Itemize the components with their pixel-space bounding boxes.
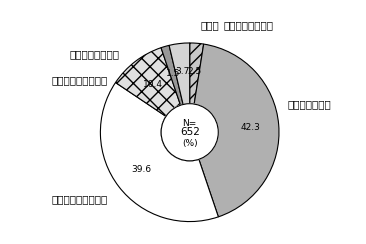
- Text: 2.5: 2.5: [187, 67, 202, 76]
- Wedge shape: [169, 43, 190, 104]
- Wedge shape: [190, 43, 203, 104]
- Text: あまりなっていない: あまりなっていない: [51, 75, 108, 85]
- Text: 充分になっている: 充分になっている: [224, 20, 274, 30]
- Text: 10.4: 10.4: [143, 80, 163, 89]
- Text: (%): (%): [182, 139, 198, 148]
- Wedge shape: [100, 82, 219, 222]
- Wedge shape: [116, 48, 180, 116]
- Wedge shape: [161, 45, 183, 105]
- Text: 42.3: 42.3: [240, 123, 260, 132]
- Text: まあなっている: まあなっている: [288, 99, 332, 109]
- Text: 39.6: 39.6: [131, 165, 152, 174]
- Text: 全くなっていない: 全くなっていない: [69, 49, 119, 59]
- Text: どちらともいえない: どちらともいえない: [51, 194, 108, 204]
- Circle shape: [161, 104, 218, 161]
- Text: 1.5: 1.5: [166, 69, 180, 78]
- Text: 3.7: 3.7: [175, 67, 190, 76]
- Text: 652: 652: [180, 127, 199, 137]
- Text: N=: N=: [183, 119, 197, 128]
- Text: 無回答: 無回答: [201, 20, 219, 30]
- Wedge shape: [194, 44, 279, 217]
